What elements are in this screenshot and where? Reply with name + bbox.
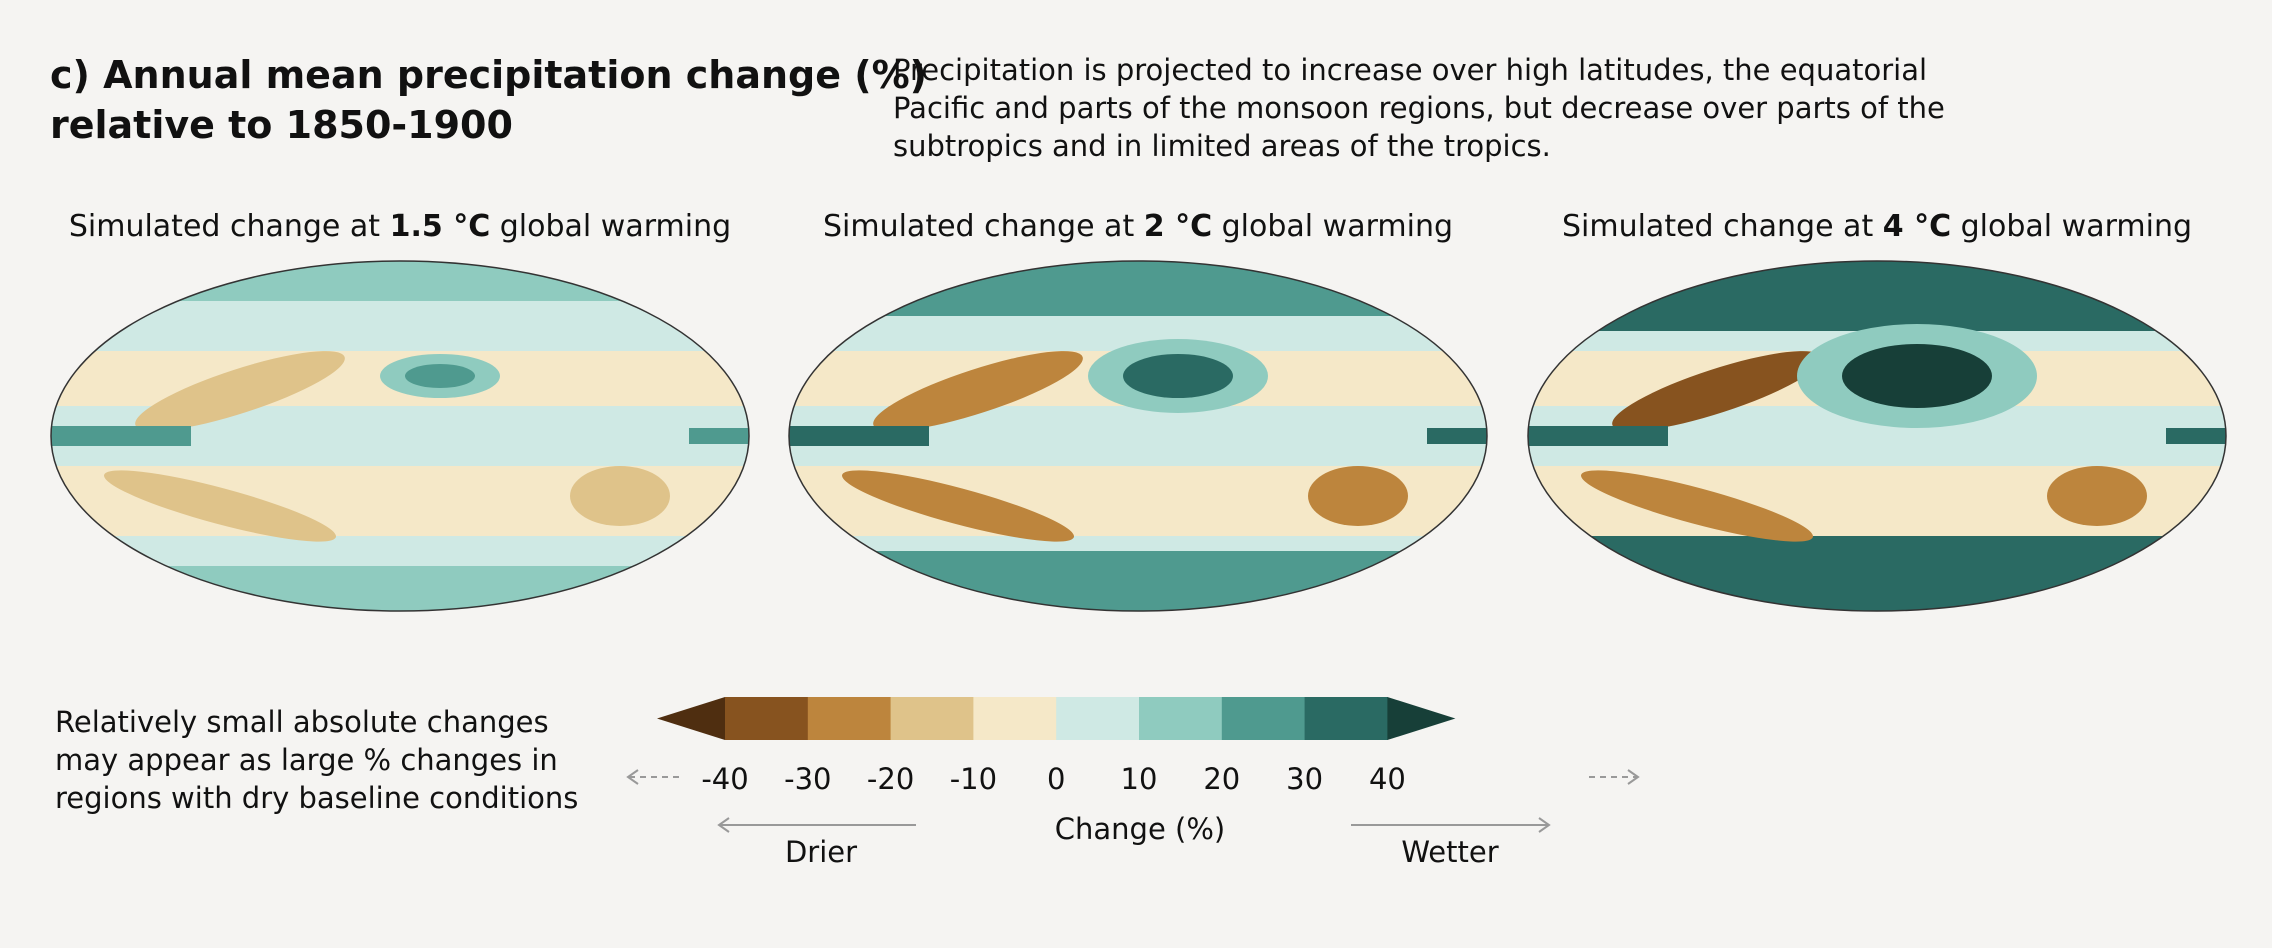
- colorbar-label: Change (%): [1055, 812, 1225, 846]
- colorbar-tick-label: -30: [784, 762, 831, 796]
- maps: Simulated change at 1.5 °C global warmin…: [50, 209, 2227, 612]
- colorbar-segment: [1056, 697, 1140, 740]
- note-line: regions with dry baseline conditions: [55, 781, 578, 815]
- colorbar-segment: [973, 697, 1057, 740]
- map-blob: [135, 351, 345, 431]
- note-line: Relatively small absolute changes: [55, 705, 549, 739]
- map-blob: [873, 351, 1083, 431]
- map-title-prefix: Simulated change at: [823, 209, 1144, 244]
- colorbar-tick-label: -20: [867, 762, 914, 796]
- colorbar-tick-label: -10: [950, 762, 997, 796]
- map-title-bold: 1.5 °C: [390, 209, 491, 244]
- colorbar-extend-low: [657, 697, 725, 740]
- map-band: [2166, 428, 2226, 444]
- colorbar-tick-label: 0: [1047, 762, 1065, 796]
- map: [51, 261, 749, 611]
- map-band: [789, 426, 929, 446]
- map-band: [51, 426, 191, 446]
- colorbar-tick-label: -40: [701, 762, 748, 796]
- map-title-bold: 2 °C: [1144, 209, 1212, 244]
- map: [1528, 261, 2226, 611]
- map-title: Simulated change at 1.5 °C global warmin…: [69, 209, 731, 244]
- colorbar-tick-label: 40: [1369, 762, 1406, 796]
- map-blob: [841, 470, 1075, 542]
- map-outline: [1527, 260, 2227, 612]
- map-title-prefix: Simulated change at: [69, 209, 390, 244]
- map-band: [1427, 428, 1487, 444]
- map-title: Simulated change at 2 °C global warming: [823, 209, 1453, 244]
- description-line: subtropics and in limited areas of the t…: [893, 129, 1551, 163]
- colorbar: -40 -30 -20 -10 0 10 20 30 40 Change (%) Drier Wett…: [626, 697, 1640, 869]
- description-line: Pacific and parts of the monsoon regions…: [893, 91, 1945, 125]
- colorbar-segment: [1304, 697, 1388, 740]
- map-blob: [1308, 466, 1408, 526]
- map-blob: [1123, 354, 1233, 398]
- map-blob: [405, 364, 475, 388]
- arrow-head: [1538, 817, 1551, 833]
- map-blob: [1842, 344, 1992, 408]
- title-line: c) Annual mean precipitation change (%): [50, 53, 927, 97]
- arrow-head: [1627, 769, 1640, 785]
- map-blob: [1580, 470, 1814, 542]
- drier-label: Drier: [785, 835, 857, 869]
- colorbar-segment: [807, 697, 892, 740]
- colorbar-extend-high: [1387, 697, 1456, 740]
- colorbar-segment: [1221, 697, 1306, 740]
- map-band: [1528, 426, 1668, 446]
- map-outline: [50, 260, 750, 612]
- colorbar-tick-label: 10: [1121, 762, 1158, 796]
- map-title-suffix: global warming: [490, 209, 731, 244]
- colorbar-segment: [725, 697, 809, 740]
- description-line: Precipitation is projected to increase o…: [893, 53, 1927, 87]
- arrow-head: [717, 817, 730, 833]
- wetter-label: Wetter: [1401, 835, 1498, 869]
- map-outline: [788, 260, 1488, 612]
- map-title-prefix: Simulated change at: [1562, 209, 1883, 244]
- colorbar-segment: [890, 697, 974, 740]
- map-blob: [1612, 351, 1822, 431]
- map-title-suffix: global warming: [1951, 209, 2192, 244]
- map: [789, 261, 1487, 611]
- map-blob: [103, 470, 337, 542]
- map-blob: [570, 466, 670, 526]
- map-title-bold: 4 °C: [1883, 209, 1951, 244]
- colorbar-tick-label: 20: [1203, 762, 1240, 796]
- colorbar-tick-label: 30: [1286, 762, 1323, 796]
- map-blob: [2047, 466, 2147, 526]
- colorbar-segment: [1139, 697, 1223, 740]
- title-line: relative to 1850-1900: [50, 103, 513, 147]
- map-title: Simulated change at 4 °C global warming: [1562, 209, 2192, 244]
- map-band: [689, 428, 749, 444]
- map-title-suffix: global warming: [1212, 209, 1453, 244]
- note-line: may appear as large % changes in: [55, 743, 558, 777]
- arrow-head: [626, 769, 639, 785]
